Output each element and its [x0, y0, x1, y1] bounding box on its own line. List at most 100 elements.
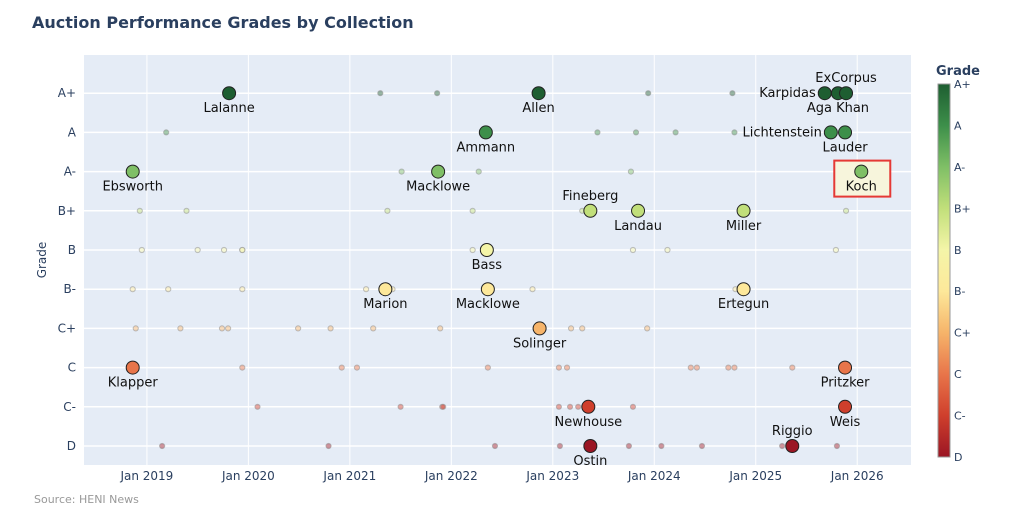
background-point [625, 442, 633, 450]
data-label: Macklowe [456, 297, 520, 312]
x-tick-label: Jan 2021 [322, 469, 376, 483]
data-point [480, 282, 495, 297]
background-point [398, 168, 405, 175]
plot-area [84, 55, 911, 465]
y-tick-label: B [68, 243, 76, 257]
background-point [645, 90, 652, 97]
data-point [785, 439, 800, 453]
background-point [362, 286, 370, 293]
background-point [672, 129, 679, 136]
data-point [631, 203, 646, 218]
background-point [397, 403, 404, 410]
background-point [377, 90, 384, 97]
y-tick-label: B- [63, 282, 76, 296]
data-label: Miller [726, 219, 762, 234]
background-point [779, 442, 786, 450]
colorbar-gradient [937, 83, 951, 458]
data-label: Klapper [108, 376, 159, 391]
background-point [163, 129, 170, 136]
background-point [731, 129, 738, 136]
data-label: Ammann [456, 140, 515, 155]
background-point [129, 286, 136, 293]
background-point [731, 364, 738, 371]
x-tick-label: Jan 2026 [830, 469, 884, 483]
background-point [491, 442, 499, 450]
data-point [854, 164, 869, 179]
data-point [378, 282, 393, 297]
background-point [644, 325, 651, 332]
background-point [789, 364, 796, 371]
x-tick-label: Jan 2020 [221, 469, 275, 483]
data-point [838, 399, 853, 414]
data-label: Allen [522, 101, 554, 116]
data-point [531, 86, 546, 101]
background-point [239, 286, 246, 293]
colorbar-tick-label: B [954, 244, 962, 257]
background-point [254, 403, 261, 410]
y-tick-label: D [67, 439, 76, 453]
gridlines [84, 55, 911, 465]
data-point [478, 125, 493, 140]
data-point [583, 439, 598, 453]
data-label: Pritzker [821, 376, 871, 391]
data-point [125, 164, 140, 179]
data-label: Ertegun [718, 297, 769, 312]
data-label: Landau [614, 219, 662, 234]
data-label: Lalanne [203, 101, 254, 116]
data-label: Karpidas [759, 86, 816, 101]
background-point [567, 325, 575, 332]
background-point [239, 364, 246, 371]
y-tick-label: C [68, 361, 76, 375]
colorbar-tick-label: C+ [954, 327, 971, 340]
data-label: Fineberg [562, 189, 618, 204]
data-label: Ebsworth [102, 180, 163, 195]
background-point [338, 364, 345, 371]
background-point [575, 403, 582, 410]
y-tick-label: A- [64, 165, 76, 179]
y-tick-label: A+ [58, 86, 76, 100]
background-point [437, 325, 444, 332]
background-point [629, 246, 637, 254]
background-point [159, 442, 166, 450]
data-point [125, 360, 140, 375]
background-point [729, 90, 736, 97]
colorbar-tick-label: A+ [954, 78, 971, 91]
data-point [532, 321, 547, 336]
background-point [239, 246, 246, 254]
colorbar-tick-label: B+ [954, 202, 971, 215]
data-label: Ostin [573, 454, 607, 469]
background-point [627, 168, 635, 175]
data-point [736, 282, 751, 297]
x-tick-label: Jan 2019 [119, 469, 173, 483]
data-label: ExCorpus [815, 71, 877, 86]
y-axis-ticks: D C- C C+ B- B B+ A- A A+ [58, 86, 77, 453]
background-point [370, 325, 377, 332]
data-point [431, 164, 446, 179]
data-label: Bass [472, 258, 503, 273]
background-point [475, 168, 482, 175]
data-label: Riggio [772, 424, 813, 439]
x-tick-label: Jan 2025 [728, 469, 782, 483]
data-point [823, 125, 838, 140]
background-point [632, 129, 640, 136]
y-tick-label: C- [63, 400, 76, 414]
background-point [295, 325, 302, 332]
data-point [581, 399, 596, 414]
background-point [555, 364, 562, 371]
data-point [583, 203, 598, 218]
data-label: Weis [830, 415, 861, 430]
colorbar: Grade D C- C C+ B- B B+ A- A A+ [936, 64, 980, 464]
colorbar-tick-label: C [954, 368, 962, 381]
x-tick-label: Jan 2024 [627, 469, 681, 483]
background-point [563, 364, 571, 371]
data-label: Marion [363, 297, 407, 312]
x-axis-ticks: Jan 2019 Jan 2020 Jan 2021 Jan 2022 Jan 2023… [119, 469, 883, 483]
background-point [177, 325, 184, 332]
background-point [832, 246, 840, 254]
background-point [556, 442, 564, 450]
background-point [833, 442, 841, 450]
chart-title: Auction Performance Grades by Collection [32, 13, 414, 32]
background-point [220, 246, 228, 254]
colorbar-tick-label: B- [954, 285, 966, 298]
